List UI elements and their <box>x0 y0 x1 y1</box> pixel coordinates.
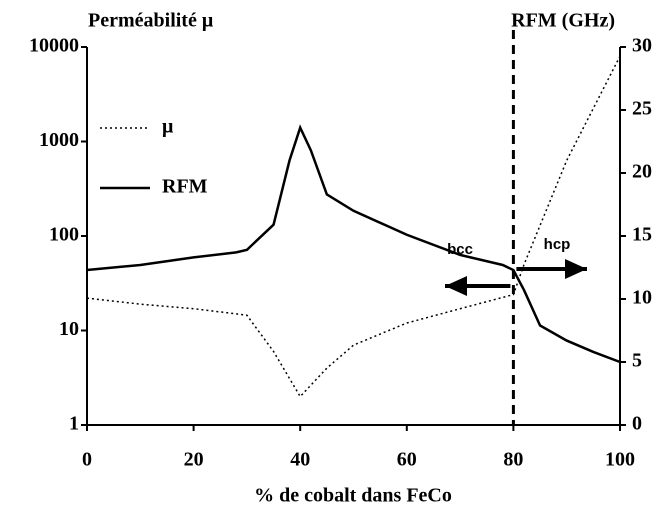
annotation: hcp <box>544 236 571 253</box>
x-tick-label: 40 <box>290 449 310 471</box>
x-tick-label: 60 <box>397 449 417 471</box>
y-tick-label: 10000 <box>29 35 79 57</box>
y-tick-label: 1 <box>69 413 79 435</box>
y-tick-label: 1000 <box>39 129 79 151</box>
y2-tick-label: 10 <box>632 287 652 309</box>
arrow-head <box>445 276 467 296</box>
y2-tick-label: 15 <box>632 224 652 246</box>
y2-tick-label: 20 <box>632 161 652 183</box>
annotation: bcc <box>447 241 473 258</box>
legend-label: μ <box>162 116 174 138</box>
y2-tick-label: 5 <box>632 350 642 372</box>
y-axis-label: Perméabilité μ <box>88 10 214 32</box>
y2-tick-label: 30 <box>632 35 652 57</box>
y2-tick-label: 0 <box>632 413 642 435</box>
legend-label: RFM <box>162 176 208 198</box>
arrow-head <box>565 259 587 279</box>
series-line <box>86 55 621 398</box>
x-tick-label: 0 <box>82 449 92 471</box>
y2-axis-label: RFM (GHz) <box>511 10 615 32</box>
x-tick-label: 100 <box>605 449 635 471</box>
x-axis-label: % de cobalt dans FeCo <box>254 485 452 507</box>
y-tick-label: 100 <box>49 224 79 246</box>
series-line <box>86 124 621 364</box>
x-tick-label: 80 <box>503 449 523 471</box>
y-tick-label: 10 <box>59 318 79 340</box>
y2-tick-label: 25 <box>632 98 652 120</box>
x-tick-label: 20 <box>184 449 204 471</box>
